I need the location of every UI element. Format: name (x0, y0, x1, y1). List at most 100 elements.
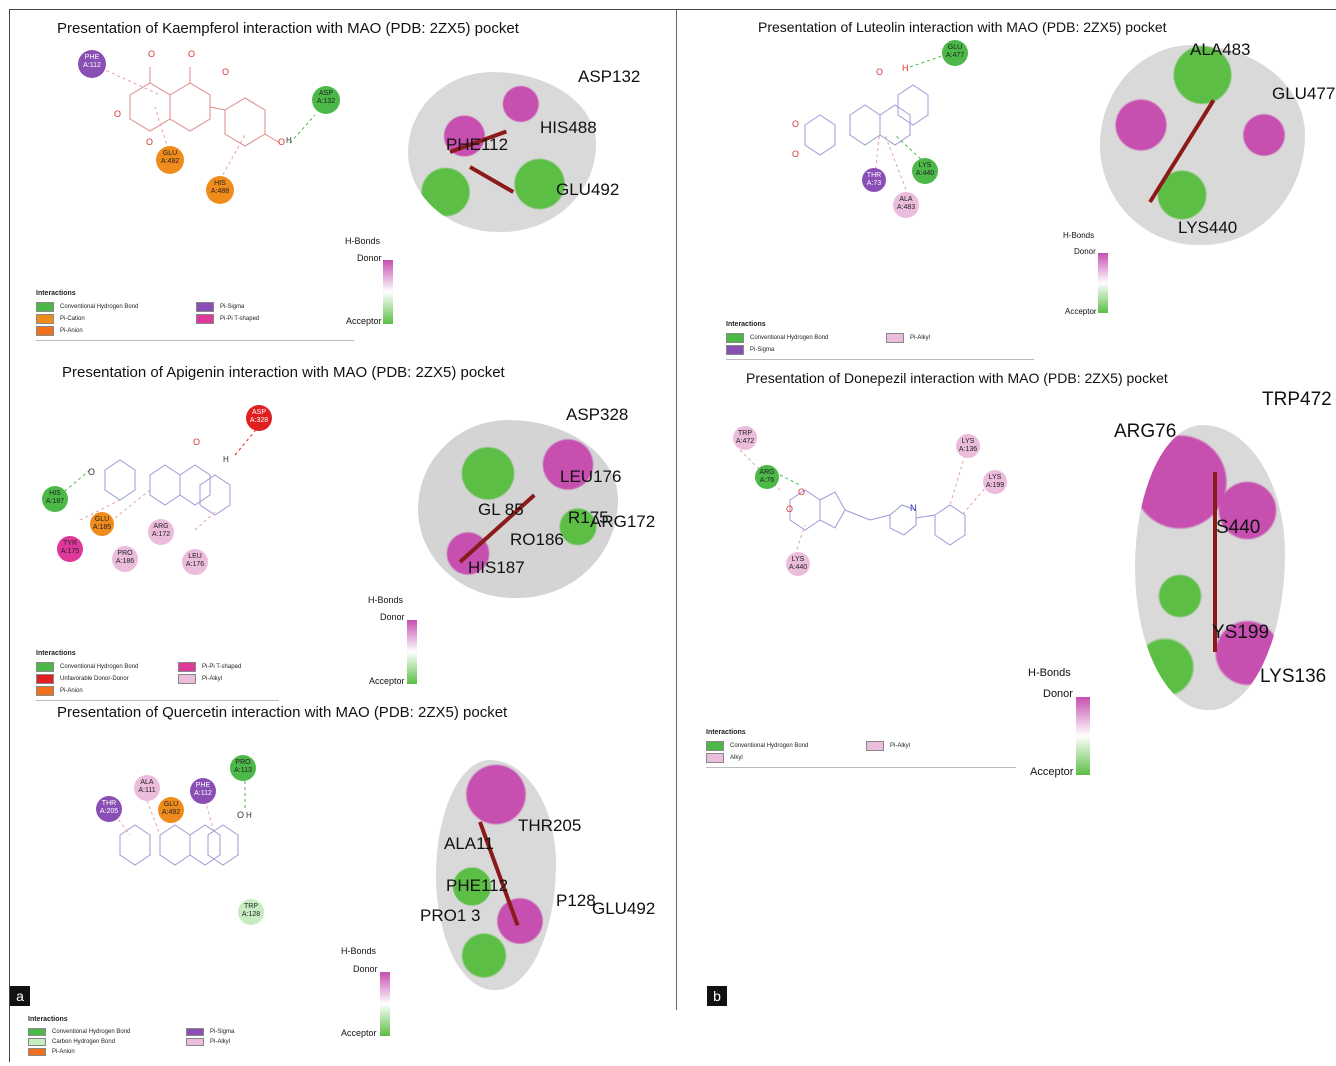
legend-label: Pi-Sigma (220, 304, 245, 310)
legend-label: Alkyl (730, 755, 743, 761)
residue-asp328: ASP A:328 (246, 405, 272, 431)
swatch-hbond (36, 662, 54, 672)
legend-item: Pi-Pi T-shaped (196, 313, 356, 325)
swatch-pi-pi (178, 662, 196, 672)
legend-heading: Interactions (36, 290, 76, 297)
kaempferol-hbond-legend: H-Bonds Donor Acceptor (340, 236, 400, 326)
residue-his488: HIS A:488 (206, 176, 234, 204)
label-phe112: PHE112 (446, 876, 509, 895)
swatch-pi-pi (196, 314, 214, 324)
donepezil-hbond-legend: H-Bonds Donor Acceptor (1028, 667, 1098, 778)
legend-heading: Interactions (36, 650, 76, 657)
swatch-hbond (36, 302, 54, 312)
residue-asp132: ASP A:132 (312, 86, 340, 114)
hbond-gradient-bar (380, 972, 390, 1036)
legend-rule (726, 359, 1034, 360)
hbond-donor: Donor (1074, 247, 1096, 256)
legend-heading: Interactions (726, 321, 766, 328)
residue-ala111: ALA A:111 (134, 775, 160, 801)
quercetin-title: Presentation of Quercetin interaction wi… (57, 704, 508, 721)
legend-item: Pi-Alkyl (178, 673, 278, 685)
label-arg76: ARG76 (1114, 421, 1177, 442)
apigenin-title: Presentation of Apigenin interaction wit… (62, 364, 505, 381)
svg-text:H: H (286, 136, 292, 145)
residue-thr73: THR A:73 (862, 168, 886, 192)
donepezil-legend: Interactions Conventional Hydrogen Bond … (706, 729, 1018, 768)
legend-label: Conventional Hydrogen Bond (750, 335, 829, 341)
label-glu477: GLU477 (1272, 84, 1336, 103)
legend-item: Pi-Anion (36, 325, 196, 337)
label-pro186: RO186 (510, 530, 564, 549)
svg-text:O: O (114, 109, 121, 119)
label-ala483: ALA483 (1190, 40, 1251, 59)
hbond-title: H-Bonds (1028, 667, 1071, 679)
hbond-gradient-bar (1098, 253, 1108, 313)
legend-label: Pi-Sigma (210, 1029, 235, 1035)
residue-lys440: LYS A:440 (912, 158, 938, 184)
legend-heading: Interactions (28, 1016, 68, 1023)
label-his488: HIS488 (540, 118, 597, 137)
kaempferol-surface (408, 72, 596, 232)
label-ala111: ALA11 (444, 834, 494, 853)
label-lys199: YS199 (1212, 622, 1270, 643)
svg-text:O: O (88, 467, 95, 477)
kaempferol-title: Presentation of Kaempferol interaction w… (57, 20, 519, 37)
label-asp132: ASP132 (578, 67, 641, 86)
residue-trp472: TRP A:472 (733, 426, 757, 450)
apigenin-hbond-legend: H-Bonds Donor Acceptor (365, 595, 425, 687)
apigenin-legend: Interactions Conventional Hydrogen Bond … (36, 650, 281, 701)
swatch-pi-sigma (726, 345, 744, 355)
label-pro113: PRO1 3 (420, 906, 481, 925)
apigenin-2d-diagram: O O H (59, 424, 261, 531)
legend-label: Pi-Pi T-shaped (202, 664, 242, 670)
legend-label: Pi-Sigma (750, 347, 775, 353)
swatch-pi-alkyl (866, 741, 884, 751)
legend-item: Pi-Pi T-shaped (178, 661, 278, 673)
legend-item: Pi-Sigma (726, 344, 886, 356)
hbond-gradient-bar (383, 260, 393, 324)
legend-item: Pi-Alkyl (866, 740, 986, 752)
swatch-pi-anion (36, 686, 54, 696)
svg-text:N: N (910, 503, 917, 513)
svg-text:O: O (792, 119, 799, 129)
svg-text:O: O (237, 810, 244, 820)
legend-label: Pi-Cation (60, 316, 85, 322)
legend-item: Conventional Hydrogen Bond (726, 332, 886, 344)
swatch-hbond (28, 1028, 46, 1036)
luteolin-hbond-legend: H-Bonds Donor Acceptor (1060, 231, 1120, 319)
svg-text:O: O (146, 137, 153, 147)
legend-item: Conventional Hydrogen Bond (36, 301, 196, 313)
legend-label: Pi-Alkyl (210, 1039, 231, 1045)
swatch-pi-cation (36, 314, 54, 324)
residue-glu185: GLU A:185 (90, 512, 114, 536)
svg-text:O: O (193, 437, 200, 447)
figure-frame (9, 9, 1336, 1062)
label-lys136: LYS136 (1260, 666, 1327, 687)
label-leu176: LEU176 (560, 467, 622, 486)
legend-item: Unfavorable Donor-Donor (36, 673, 178, 685)
panel-label-b: b (707, 986, 727, 1006)
hbond-title: H-Bonds (341, 946, 377, 956)
legend-label: Conventional Hydrogen Bond (60, 304, 139, 310)
svg-text:O: O (278, 137, 285, 147)
residue-glu477: GLU A:477 (942, 40, 968, 66)
swatch-pi-anion (36, 326, 54, 336)
legend-rule (36, 700, 279, 701)
hbond-acceptor: Acceptor (346, 316, 382, 326)
svg-text:O: O (222, 67, 229, 77)
hbond-donor: Donor (380, 612, 405, 622)
residue-phe112: PHE A:112 (190, 778, 216, 804)
luteolin-title: Presentation of Luteolin interaction wit… (758, 19, 1167, 35)
panel-divider (676, 10, 677, 1010)
legend-item: Pi-Cation (36, 313, 196, 325)
swatch-pi-alkyl (886, 333, 904, 343)
legend-label: Carbon Hydrogen Bond (52, 1039, 116, 1045)
residue-ala483: ALA A:483 (893, 192, 919, 218)
residue-his187: HIS A:187 (42, 486, 68, 512)
legend-rule (36, 340, 354, 341)
swatch-hbond (706, 741, 724, 751)
legend-label: Conventional Hydrogen Bond (52, 1029, 131, 1035)
hbond-acceptor: Acceptor (369, 676, 405, 686)
legend-item: Pi-Alkyl (886, 332, 1006, 344)
swatch-pi-alkyl (186, 1038, 204, 1046)
